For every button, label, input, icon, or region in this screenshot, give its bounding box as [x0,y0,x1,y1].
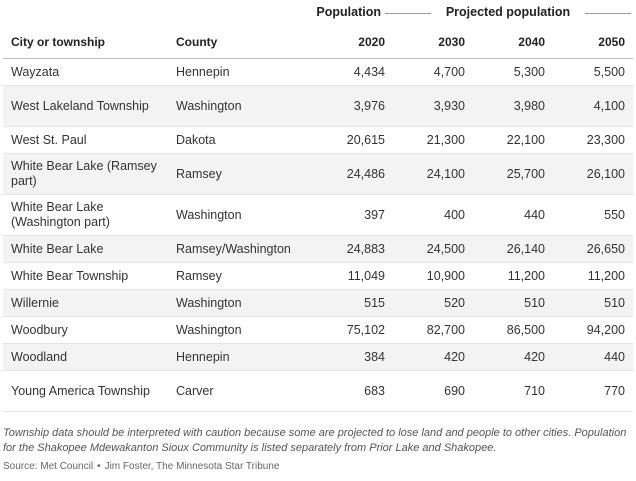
table-row: Young America Township Carver 683 690 71… [3,370,633,412]
pop-2040-cell: 5,300 [473,58,553,86]
pop-2030-cell: 10,900 [393,262,473,290]
pop-2040-cell: 710 [473,370,553,412]
table-row: White Bear Lake Ramsey/Washington 24,883… [3,235,633,263]
pop-2030-cell: 21,300 [393,126,473,154]
table-row: White Bear Township Ramsey 11,049 10,900… [3,262,633,290]
county-cell: Ramsey [168,262,313,290]
table-row: Woodland Hennepin 384 420 420 440 [3,343,633,371]
population-table: City or township County 2020 2030 2040 2… [3,26,633,412]
col-header-2050: 2050 [553,26,633,59]
pop-2020-cell: 4,434 [313,58,393,86]
county-cell: Washington [168,289,313,317]
pop-2050-cell: 26,100 [553,153,633,195]
pop-2020-cell: 3,976 [313,85,393,127]
pop-2040-cell: 420 [473,343,553,371]
pop-2030-cell: 520 [393,289,473,317]
pop-2050-cell: 550 [553,194,633,236]
city-cell: Willernie [3,289,168,317]
county-cell: Washington [168,316,313,344]
pop-2040-cell: 3,980 [473,85,553,127]
source-separator: • [97,461,101,472]
pop-2040-cell: 26,140 [473,235,553,263]
pop-2020-cell: 75,102 [313,316,393,344]
pop-2050-cell: 26,650 [553,235,633,263]
col-header-2040: 2040 [473,26,553,59]
pop-2020-cell: 397 [313,194,393,236]
credit-text: Jim Foster, The Minnesota Star Tribune [104,461,280,472]
source-text: Source: Met Council [3,461,94,472]
table-header-row: City or township County 2020 2030 2040 2… [3,26,633,59]
pop-2030-cell: 3,930 [393,85,473,127]
city-cell: White Bear Lake [3,235,168,263]
pop-2040-cell: 86,500 [473,316,553,344]
pop-2050-cell: 4,100 [553,85,633,127]
city-cell: Woodbury [3,316,168,344]
pop-2020-cell: 515 [313,289,393,317]
pop-2050-cell: 5,500 [553,58,633,86]
county-cell: Carver [168,370,313,412]
footnote: Township data should be interpreted with… [3,427,627,454]
table-row: White Bear Lake (Ramsey part) Ramsey 24,… [3,153,633,195]
col-header-2030: 2030 [393,26,473,59]
col-header-county: County [168,26,313,59]
population-table-container: Population Projected population City or … [3,0,633,412]
pop-2040-cell: 25,700 [473,153,553,195]
city-cell: White Bear Lake (Ramsey part) [3,153,168,195]
pop-2020-cell: 24,486 [313,153,393,195]
pop-2040-cell: 22,100 [473,126,553,154]
pop-2020-cell: 20,615 [313,126,393,154]
pop-2030-cell: 690 [393,370,473,412]
city-cell: White Bear Lake (Washington part) [3,194,168,236]
table-row: Willernie Washington 515 520 510 510 [3,289,633,317]
pop-2030-cell: 4,700 [393,58,473,86]
pop-2050-cell: 11,200 [553,262,633,290]
pop-2030-cell: 24,100 [393,153,473,195]
table-row: Wayzata Hennepin 4,434 4,700 5,300 5,500 [3,58,633,86]
pop-2030-cell: 82,700 [393,316,473,344]
pop-2020-cell: 683 [313,370,393,412]
city-cell: Wayzata [3,58,168,86]
pop-2050-cell: 94,200 [553,316,633,344]
pop-2040-cell: 440 [473,194,553,236]
source-credit: Source: Met Council • Jim Foster, The Minn… [3,461,279,472]
county-cell: Ramsey/Washington [168,235,313,263]
county-cell: Washington [168,194,313,236]
projected-population-group-label: Projected population [445,5,571,19]
pop-2050-cell: 510 [553,289,633,317]
pop-2050-cell: 440 [553,343,633,371]
county-cell: Dakota [168,126,313,154]
county-cell: Washington [168,85,313,127]
pop-2040-cell: 510 [473,289,553,317]
county-cell: Ramsey [168,153,313,195]
county-cell: Hennepin [168,343,313,371]
pop-2020-cell: 384 [313,343,393,371]
pop-2020-cell: 24,883 [313,235,393,263]
pop-2050-cell: 770 [553,370,633,412]
city-cell: West Lakeland Township [3,85,168,127]
group-rule-left [385,13,431,14]
col-header-2020: 2020 [313,26,393,59]
pop-2030-cell: 400 [393,194,473,236]
pop-2050-cell: 23,300 [553,126,633,154]
pop-2030-cell: 420 [393,343,473,371]
city-cell: White Bear Township [3,262,168,290]
city-cell: Young America Township [3,370,168,412]
city-cell: Woodland [3,343,168,371]
table-row: West Lakeland Township Washington 3,976 … [3,85,633,127]
column-group-header: Population Projected population [3,0,633,26]
pop-2020-cell: 11,049 [313,262,393,290]
table-row: White Bear Lake (Washington part) Washin… [3,194,633,236]
pop-2040-cell: 11,200 [473,262,553,290]
col-header-city: City or township [3,26,168,59]
city-cell: West St. Paul [3,126,168,154]
table-row: West St. Paul Dakota 20,615 21,300 22,10… [3,126,633,154]
county-cell: Hennepin [168,58,313,86]
table-row: Woodbury Washington 75,102 82,700 86,500… [3,316,633,344]
projected-population-group: Projected population [383,5,633,19]
group-rule-right [585,13,631,14]
pop-2030-cell: 24,500 [393,235,473,263]
population-group-label: Population [316,5,381,19]
